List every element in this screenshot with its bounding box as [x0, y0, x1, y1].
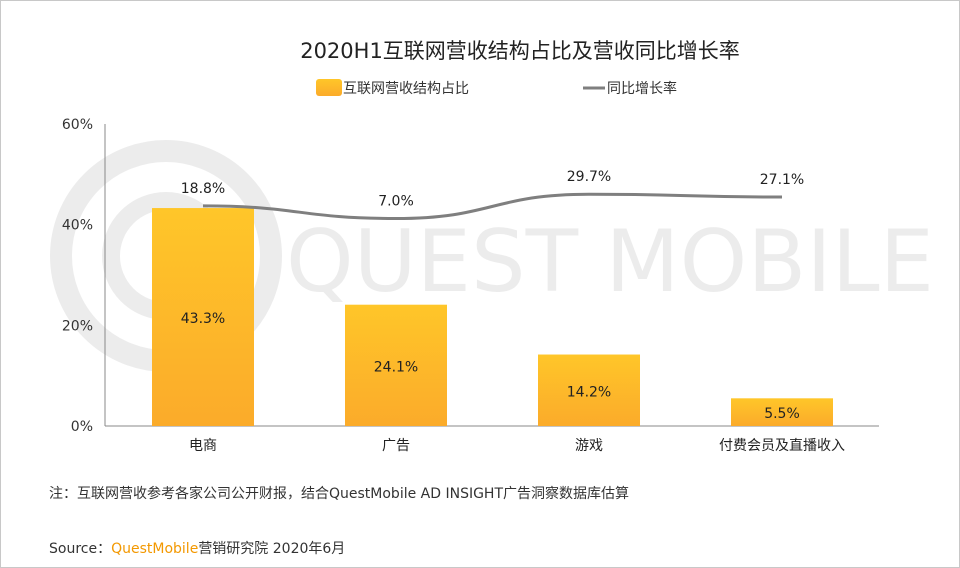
y-tick-label: 40%: [62, 218, 93, 234]
bar-value-label: 24.1%: [374, 359, 418, 375]
bar-value-label: 43.3%: [181, 311, 225, 327]
y-tick-label: 0%: [71, 419, 93, 435]
bar: [345, 304, 447, 426]
line-value-label: 29.7%: [567, 169, 611, 185]
x-tick-label: 电商: [189, 438, 217, 454]
growth-rate-line: [202, 192, 783, 221]
bar-value-label: 14.2%: [567, 384, 611, 400]
y-tick-label: 20%: [62, 318, 93, 334]
source-suffix: 营销研究院 2020年6月: [198, 541, 346, 557]
source-line: Source：QuestMobile营销研究院 2020年6月: [49, 538, 345, 558]
line-value-label: 18.8%: [181, 181, 225, 197]
y-tick-label: 60%: [62, 117, 93, 133]
line-value-label: 7.0%: [378, 194, 414, 210]
x-tick-label: 付费会员及直播收入: [719, 437, 845, 454]
legend: 互联网营收结构占比 同比增长率: [316, 79, 677, 97]
source-prefix: Source：: [49, 541, 112, 557]
footnote: 注：互联网营收参考各家公司公开财报，结合QuestMobile AD INSIG…: [49, 486, 630, 502]
chart-title: 2020H1互联网营收结构占比及营收同比增长率: [300, 39, 740, 63]
source-brand: QuestMobile: [111, 541, 199, 557]
x-tick-label: 广告: [382, 438, 410, 454]
legend-line-label: 同比增长率: [607, 80, 677, 97]
x-tick-label: 游戏: [575, 438, 603, 454]
chart: QUEST MOBILE 2020H1互联网营收结构占比及营收同比增长率 互联网…: [50, 39, 934, 454]
line-value-label: 27.1%: [760, 172, 804, 188]
legend-bar-swatch: [316, 79, 342, 96]
bar: [731, 398, 833, 426]
legend-bar-label: 互联网营收结构占比: [343, 81, 469, 97]
watermark-text: QUEST MOBILE: [286, 212, 934, 312]
bar: [538, 354, 640, 426]
bar: [152, 208, 254, 426]
bar-value-label: 5.5%: [764, 406, 800, 422]
